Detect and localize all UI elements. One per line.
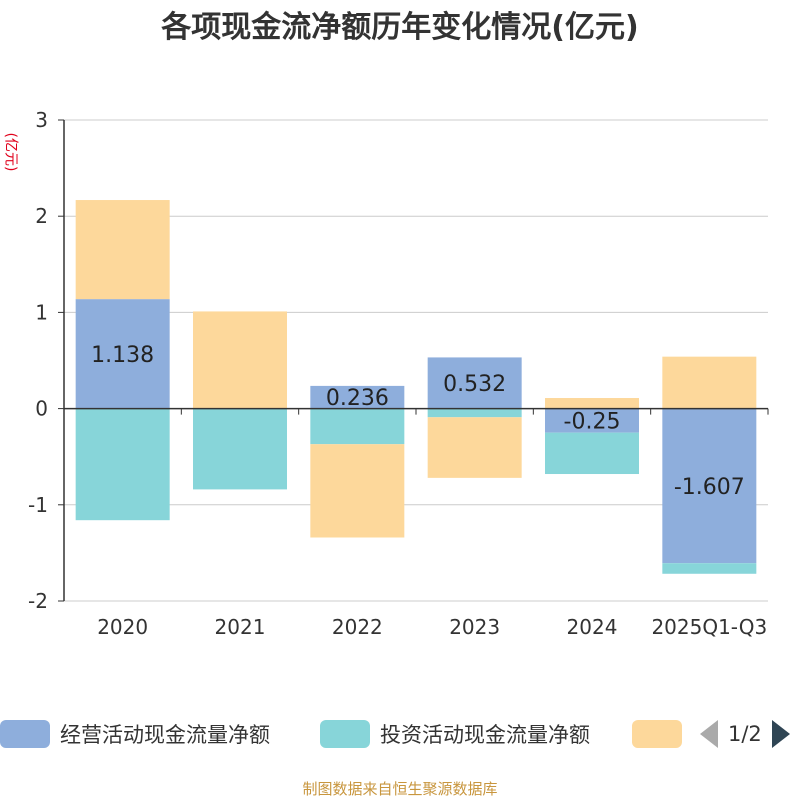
bar-2022-series-1	[310, 408, 405, 445]
y-tick-label--1: -1	[28, 493, 48, 517]
bar-2025Q1-Q3-series-2	[662, 356, 757, 409]
y-tick-label-0: 0	[35, 397, 48, 421]
legend-pager: 1/2	[700, 716, 790, 752]
bar-2023-series-0	[427, 357, 522, 409]
y-tick-label-1: 1	[35, 300, 48, 324]
x-tick-label-2025Q1-Q3: 2025Q1-Q3	[651, 615, 767, 639]
legend-swatch-investing	[320, 720, 370, 748]
data-label-2024: -0.25	[564, 410, 621, 435]
data-label-2023: 0.532	[443, 372, 506, 397]
y-tick-label--2: -2	[28, 589, 48, 613]
legend-page-indicator: 1/2	[728, 722, 762, 746]
bar-2020-series-2	[75, 200, 170, 300]
legend-next-page-icon[interactable]	[771, 720, 790, 748]
x-tick-label-2024: 2024	[567, 615, 618, 639]
bar-2021-series-2	[193, 311, 287, 409]
bar-2024-series-2	[545, 398, 639, 409]
bar-2023-series-2	[427, 417, 522, 478]
x-tick-label-2023: 2023	[449, 615, 500, 639]
legend-item-operating[interactable]: 经营活动现金流量净额	[0, 716, 270, 752]
legend-swatch-financing	[632, 720, 682, 748]
bar-2025Q1-Q3-series-1	[662, 563, 757, 574]
legend: 经营活动现金流量净额 投资活动现金流量净额 1/2	[0, 716, 800, 752]
bar-2024-series-1	[545, 432, 639, 475]
y-tick-label-3: 3	[35, 108, 48, 132]
legend-swatch-operating	[0, 720, 50, 748]
data-label-2022: 0.236	[326, 386, 389, 411]
bar-2022-series-0	[310, 385, 405, 409]
bar-2020-series-1	[75, 408, 170, 521]
data-label-2020: 1.138	[91, 343, 154, 368]
y-tick-label-2: 2	[35, 204, 48, 228]
bar-2025Q1-Q3-series-0	[662, 408, 757, 564]
x-tick-label-2020: 2020	[97, 615, 148, 639]
x-tick-label-2022: 2022	[332, 615, 383, 639]
x-tick-label-2021: 2021	[215, 615, 266, 639]
bar-2023-series-1	[427, 408, 522, 418]
legend-label-investing: 投资活动现金流量净额	[380, 723, 590, 747]
bar-2020-series-0	[75, 299, 170, 409]
legend-label-operating: 经营活动现金流量净额	[60, 723, 270, 747]
legend-item-investing[interactable]: 投资活动现金流量净额	[320, 716, 590, 752]
data-label-2025Q1-Q3: -1.607	[674, 475, 745, 500]
bar-2022-series-2	[310, 444, 405, 538]
legend-prev-page-icon[interactable]	[700, 720, 718, 748]
chart-title: 各项现金流净额历年变化情况(亿元)	[161, 10, 639, 45]
bar-2024-series-0	[545, 408, 639, 433]
bar-2021-series-1	[193, 408, 287, 490]
legend-item-financing[interactable]	[632, 716, 682, 752]
source-footer: 制图数据来自恒生聚源数据库	[302, 780, 498, 798]
